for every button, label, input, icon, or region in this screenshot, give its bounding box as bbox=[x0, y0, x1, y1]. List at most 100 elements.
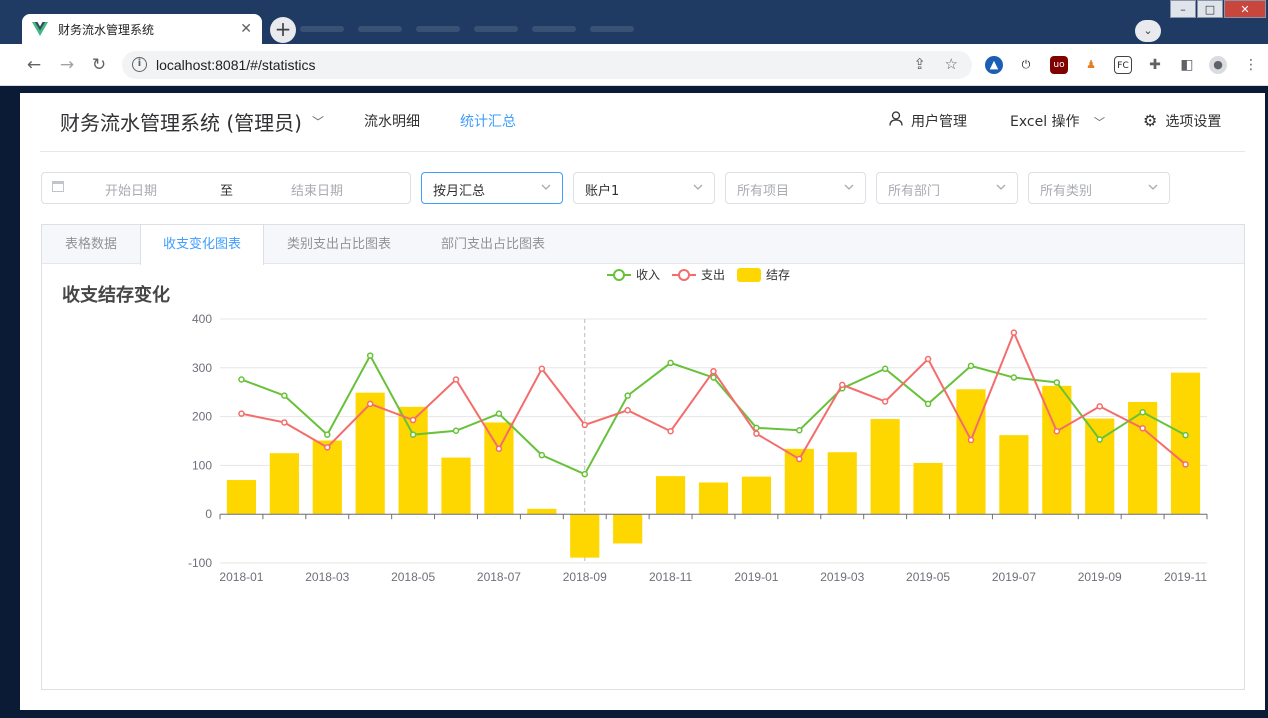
address-bar[interactable]: i localhost:8081/#/statistics ⇪ ☆ bbox=[122, 51, 972, 79]
income-point bbox=[1182, 431, 1189, 439]
x-tick-label: 2019-09 bbox=[1078, 570, 1122, 584]
minimize-icon[interactable]: – bbox=[1170, 0, 1196, 18]
gear-icon: ⚙ bbox=[1143, 111, 1158, 130]
y-tick-label: -100 bbox=[188, 556, 212, 570]
browser-tab-title: 财务流水管理系统 bbox=[58, 22, 155, 37]
reload-icon[interactable]: ↻ bbox=[91, 55, 107, 75]
account-select[interactable]: 账户1 bbox=[573, 172, 715, 204]
income-point bbox=[581, 470, 589, 478]
range-separator: 至 bbox=[220, 184, 234, 199]
income-point bbox=[409, 431, 417, 438]
excel-menu[interactable]: Excel 操作 ﹀ bbox=[1010, 111, 1105, 131]
x-tick-label: 2019-05 bbox=[906, 570, 950, 584]
start-date-input[interactable]: 开始日期 bbox=[105, 184, 158, 199]
close-tab-icon[interactable]: ✕ bbox=[240, 21, 252, 37]
balance-bar bbox=[870, 419, 900, 515]
project-select[interactable]: 所有项目 bbox=[725, 172, 866, 204]
chart-title: 收支结存变化 bbox=[62, 285, 170, 306]
income-point bbox=[796, 427, 803, 434]
tab-department-expense-chart[interactable]: 部门支出占比图表 bbox=[440, 237, 545, 252]
back-arrow-icon[interactable]: ← bbox=[26, 55, 42, 75]
y-tick-label: 300 bbox=[192, 361, 212, 375]
expense-point bbox=[924, 355, 932, 363]
balance-bar bbox=[827, 452, 857, 515]
income-point bbox=[366, 352, 374, 359]
tab-search-button[interactable]: ⌄ bbox=[1135, 20, 1161, 42]
tab-table-data[interactable]: 表格数据 bbox=[64, 237, 117, 252]
group-by-value: 按月汇总 bbox=[433, 184, 486, 199]
legend-marker-icon bbox=[678, 269, 690, 281]
user-manage-button[interactable]: 用户管理 bbox=[889, 111, 967, 131]
income-point bbox=[1096, 436, 1103, 443]
income-point bbox=[324, 431, 331, 438]
user-manage-label: 用户管理 bbox=[911, 114, 967, 130]
account-value: 账户1 bbox=[585, 184, 620, 199]
extension-puzzle-icon[interactable]: ♟ bbox=[1086, 58, 1096, 71]
end-date-input[interactable]: 结束日期 bbox=[291, 184, 344, 199]
chevron-down-icon bbox=[693, 184, 703, 190]
extension-triangle-icon[interactable]: ▲ bbox=[985, 56, 1003, 74]
maximize-icon[interactable]: □ bbox=[1197, 0, 1223, 18]
balance-bar bbox=[570, 514, 600, 558]
header-divider bbox=[40, 151, 1245, 152]
expense-point bbox=[366, 400, 374, 408]
menu-flow-detail[interactable]: 流水明细 bbox=[364, 114, 420, 130]
x-tick-label: 2018-07 bbox=[477, 570, 521, 584]
project-placeholder: 所有项目 bbox=[737, 184, 790, 199]
balance-bar bbox=[1042, 385, 1072, 515]
expense-point bbox=[667, 427, 674, 435]
x-tick-label: 2019-03 bbox=[820, 570, 864, 584]
forward-arrow-icon[interactable]: → bbox=[59, 55, 75, 75]
y-tick-label: 200 bbox=[192, 410, 212, 424]
expense-point bbox=[324, 444, 331, 451]
share-icon[interactable]: ⇪ bbox=[913, 55, 926, 73]
new-tab-button[interactable]: + bbox=[270, 17, 296, 43]
fc-extension-icon[interactable]: FC bbox=[1114, 56, 1132, 74]
site-info-icon[interactable]: i bbox=[132, 57, 147, 72]
settings-button[interactable]: ⚙ 选项设置 bbox=[1143, 111, 1221, 131]
expense-point bbox=[838, 381, 846, 389]
expense-point bbox=[967, 436, 975, 444]
x-tick-label: 2018-05 bbox=[391, 570, 435, 584]
tab-income-expense-chart[interactable]: 收支变化图表 bbox=[140, 225, 264, 265]
date-range-picker[interactable]: 开始日期 至 结束日期 bbox=[41, 172, 411, 204]
balance-bar bbox=[226, 480, 257, 515]
y-tick-label: 0 bbox=[205, 507, 212, 521]
balance-bar bbox=[1170, 372, 1201, 515]
window-close-icon[interactable]: ✕ bbox=[1224, 0, 1266, 18]
menu-statistics[interactable]: 统计汇总 bbox=[460, 114, 516, 130]
browser-tab[interactable]: 财务流水管理系统 ✕ bbox=[22, 14, 262, 44]
department-placeholder: 所有部门 bbox=[888, 184, 941, 199]
legend-marker-icon bbox=[613, 269, 625, 281]
group-by-select[interactable]: 按月汇总 bbox=[421, 172, 563, 204]
balance-bar bbox=[441, 457, 471, 515]
category-select[interactable]: 所有类别 bbox=[1028, 172, 1170, 204]
income-expense-chart[interactable]: -100 0 100 200 300 400 2018-01 2018-03 2018-05 20… bbox=[42, 265, 1244, 689]
category-placeholder: 所有类别 bbox=[1040, 184, 1093, 199]
expense-point bbox=[238, 410, 245, 417]
window-controls: – □ ✕ bbox=[1170, 0, 1266, 18]
bookmark-star-icon[interactable]: ☆ bbox=[944, 55, 958, 73]
url-text[interactable]: localhost:8081/#/statistics bbox=[156, 57, 316, 73]
chevron-down-icon[interactable]: ﹀ bbox=[312, 115, 325, 129]
ublock-icon[interactable]: uo bbox=[1050, 56, 1068, 74]
tab-category-expense-chart[interactable]: 类别支出占比图表 bbox=[286, 237, 391, 252]
tabs-header: 表格数据 收支变化图表 类别支出占比图表 部门支出占比图表 bbox=[42, 225, 1244, 265]
side-panel-icon[interactable]: ◧ bbox=[1180, 57, 1194, 73]
department-select[interactable]: 所有部门 bbox=[876, 172, 1018, 204]
power-icon[interactable]: ⏻ bbox=[1021, 58, 1031, 71]
app-brand[interactable]: 财务流水管理系统 (管理员) bbox=[60, 111, 302, 135]
menu-kebab-icon[interactable]: ⋮ bbox=[1244, 57, 1258, 73]
balance-bar bbox=[613, 514, 643, 544]
expense-point bbox=[281, 419, 288, 426]
x-tick-label: 2018-01 bbox=[219, 570, 263, 584]
balance-bar bbox=[741, 476, 772, 515]
expense-point bbox=[1139, 425, 1146, 432]
profile-avatar-icon[interactable]: ● bbox=[1209, 56, 1227, 74]
expense-point bbox=[495, 445, 503, 453]
expense-point bbox=[710, 367, 717, 375]
x-tick-label: 2018-11 bbox=[649, 570, 692, 584]
extensions-icon[interactable]: ✚ bbox=[1149, 57, 1161, 73]
balance-bar bbox=[312, 440, 342, 515]
app-page: 财务流水管理系统 (管理员) ﹀ 流水明细 统计汇总 用户管理 Excel 操作… bbox=[20, 93, 1265, 710]
